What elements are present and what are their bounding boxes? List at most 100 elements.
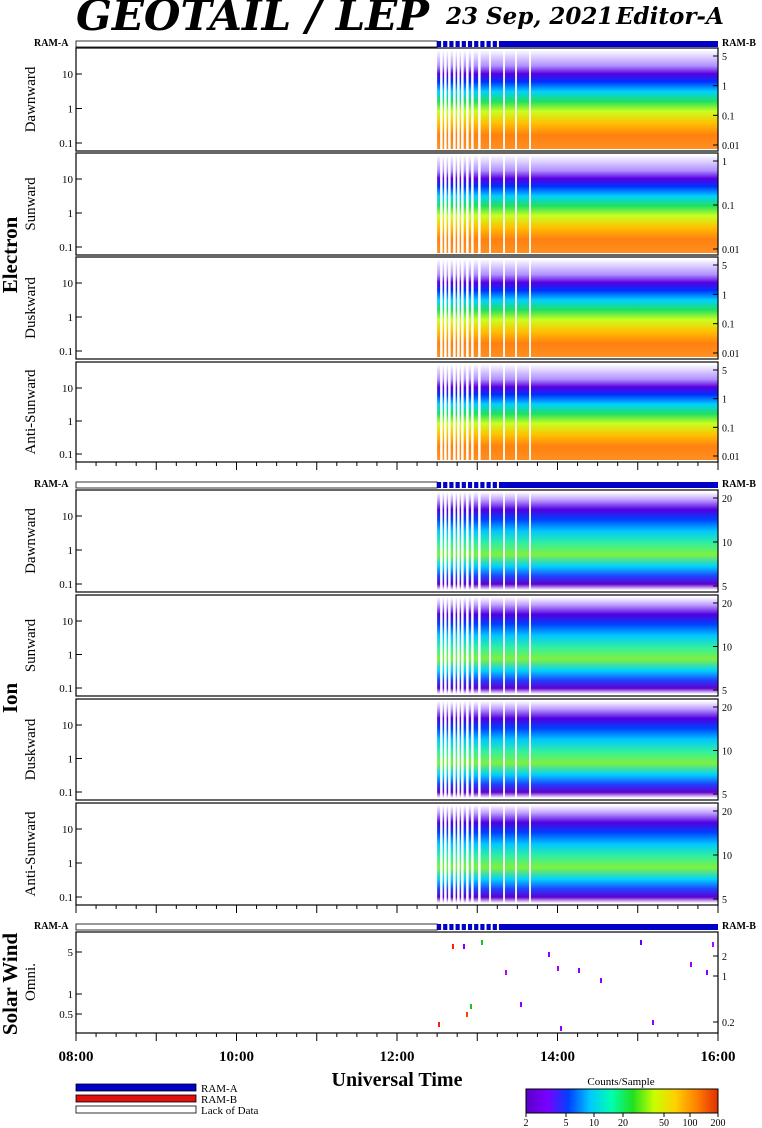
y2-tick-label: 20	[722, 703, 732, 714]
data-point	[463, 944, 465, 949]
data-point	[466, 1012, 468, 1017]
ram-bar-gap	[465, 41, 468, 47]
ram-bar-gap	[453, 924, 456, 930]
data-gap	[466, 804, 469, 904]
spectrogram-fill	[437, 155, 718, 253]
data-gap	[471, 596, 474, 695]
data-point	[438, 1022, 440, 1027]
ram-bar-gap	[447, 924, 450, 930]
panel-ion-duskward: Duskward 10 1 0.1 20 10 5	[23, 698, 732, 801]
y-tick-label: 0.1	[59, 346, 73, 358]
y-tick-label: 0.1	[59, 683, 73, 695]
panel-ion-sunward: Sunward 10 1 0.1 20 10 5	[23, 594, 732, 697]
ram-bar-gap	[478, 482, 481, 488]
data-gap	[466, 363, 469, 461]
lack-of-data-bar	[75, 923, 438, 931]
data-gap	[515, 491, 517, 591]
panel-ylabel: Duskward	[23, 277, 39, 339]
data-gap	[457, 154, 460, 254]
ram-bar-gap	[459, 41, 462, 47]
y2-tick-label: 1	[722, 972, 727, 983]
y-tick-label: 5	[68, 947, 74, 959]
plot-date: 23 Sep, 2021	[445, 3, 613, 30]
data-gap	[461, 363, 464, 461]
data-gap	[515, 804, 517, 904]
colorbar-tick-label: 10	[589, 1118, 599, 1128]
data-point	[712, 942, 714, 947]
data-gap	[515, 154, 517, 254]
y-tick-label: 10	[62, 511, 74, 523]
data-gap	[444, 258, 447, 358]
data-gap	[457, 804, 460, 904]
y-tick-label: 0.1	[59, 892, 73, 904]
data-point	[600, 978, 602, 983]
data-gap	[448, 363, 451, 461]
data-point	[706, 970, 708, 975]
data-gap	[478, 596, 481, 695]
y-tick-label: 10	[62, 720, 74, 732]
panel-ylabel: Dawnward	[23, 508, 39, 574]
spectrogram	[437, 258, 718, 358]
data-gap	[503, 804, 505, 904]
y-tick-label: 10	[62, 383, 74, 395]
y2-tick-label: 0.1	[722, 423, 735, 434]
ram-bar-gap	[465, 924, 468, 930]
data-gap	[471, 363, 474, 461]
data-gap	[489, 49, 491, 150]
panel-electron-anti-sunward: Anti-Sunward 10 1 0.1 5 1 0.1 0.01	[23, 361, 740, 463]
data-gap	[515, 363, 517, 461]
x-tick-label: 14:00	[540, 1049, 575, 1065]
panel-electron-dawnward: Dawnward 10 1 0.1 5 1 0.1 0.01	[23, 47, 740, 152]
data-gap	[453, 363, 456, 461]
data-gap	[478, 258, 481, 358]
electron-time-ticks	[75, 462, 719, 470]
data-gap	[471, 804, 474, 904]
y2-tick-label: 5	[722, 52, 727, 63]
y-tick-label: 0.1	[59, 242, 73, 254]
data-gap	[444, 491, 447, 591]
data-gap	[471, 154, 474, 254]
data-gap	[457, 491, 460, 591]
y2-tick-label: 5	[722, 261, 727, 272]
data-gap	[478, 804, 481, 904]
data-gap	[461, 804, 464, 904]
y-tick-label: 1	[68, 754, 74, 766]
panel-frame	[75, 152, 719, 256]
panel-electron-duskward: Duskward 10 1 0.1 5 1 0.1 0.01	[23, 256, 740, 360]
panel-ylabel: Sunward	[23, 618, 39, 672]
data-gap	[478, 154, 481, 254]
data-gap	[440, 154, 443, 254]
y-tick-label: 1	[68, 416, 74, 428]
ram-b-label: RAM-B	[722, 38, 756, 49]
y2-tick-label: 1	[722, 395, 727, 406]
ram-a-bar	[437, 924, 718, 930]
y2-tick-label: 1	[722, 82, 727, 93]
section-labels: Electron Ion Solar Wind	[0, 216, 22, 1035]
data-gap	[444, 596, 447, 695]
colorbar: Counts/Sample 2 5 10 20 50 100 200	[524, 1076, 726, 1128]
data-gap	[471, 49, 474, 150]
data-gap	[471, 700, 474, 799]
data-gap	[529, 804, 531, 904]
y-tick-label: 1	[68, 989, 74, 1001]
ram-a-bar	[437, 41, 718, 47]
ram-bar-gap	[496, 924, 499, 930]
panel-ylabel: Anti-Sunward	[23, 369, 39, 454]
x-tick-label: 08:00	[59, 1049, 94, 1065]
x-axis-title: Universal Time	[332, 1069, 463, 1091]
panel-frame	[75, 698, 719, 801]
y-tick-label: 0.1	[59, 579, 73, 591]
y-tick-label: 1	[68, 208, 74, 220]
data-gap	[453, 491, 456, 591]
panel-ylabel: Omni.	[23, 963, 39, 1001]
data-gap	[529, 49, 531, 150]
data-gap	[466, 596, 469, 695]
data-gap	[478, 363, 481, 461]
data-gap	[489, 258, 491, 358]
lack-of-data-bar	[75, 481, 438, 489]
spectrogram	[437, 363, 718, 461]
y2-tick-label: 0.1	[722, 320, 735, 331]
x-tick-label: 16:00	[701, 1049, 736, 1065]
data-gap	[529, 596, 531, 695]
